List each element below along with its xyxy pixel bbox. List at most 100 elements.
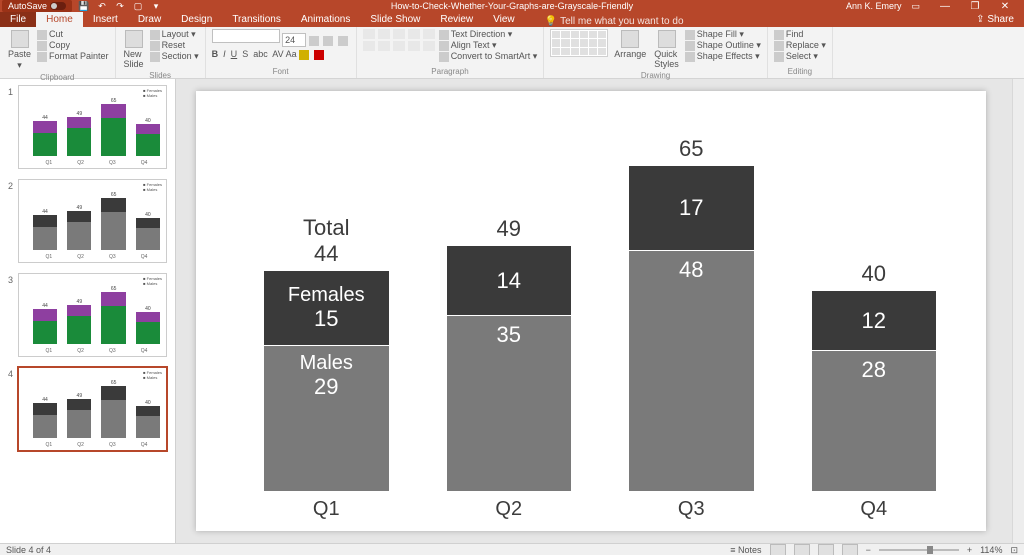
shadow-button[interactable]: abc xyxy=(253,49,268,59)
slide-thumbnail[interactable]: 144496540Q1Q2Q3Q4■ Females■ Males xyxy=(8,85,167,169)
copy-button[interactable]: Copy xyxy=(37,40,109,51)
format-painter-button[interactable]: Format Painter xyxy=(37,51,109,62)
quick-styles-button[interactable]: Quick Styles xyxy=(652,29,681,70)
user-name[interactable]: Ann K. Emery xyxy=(846,1,902,11)
fit-to-window-icon[interactable]: ⊡ xyxy=(1010,545,1018,555)
ribbon-options-icon[interactable]: ▭ xyxy=(911,1,920,12)
thumbnail-canvas[interactable]: 44496540Q1Q2Q3Q4■ Females■ Males xyxy=(18,273,167,357)
segment-females: 12 xyxy=(812,291,937,351)
tab-transitions[interactable]: Transitions xyxy=(222,12,291,27)
redo-icon[interactable]: ↷ xyxy=(114,1,126,12)
arrange-button[interactable]: Arrange xyxy=(612,29,648,60)
align-text-button[interactable]: Align Text ▾ xyxy=(439,40,538,51)
line-spacing-icon[interactable] xyxy=(423,29,435,39)
reset-button[interactable]: Reset xyxy=(150,40,199,51)
new-slide-button[interactable]: New Slide xyxy=(122,29,146,70)
section-button[interactable]: Section ▾ xyxy=(150,51,199,62)
maximize-icon[interactable]: ❐ xyxy=(960,1,990,12)
bullets-icon[interactable] xyxy=(363,29,375,39)
tab-file[interactable]: File xyxy=(0,12,36,27)
case-button[interactable]: Aa xyxy=(286,49,297,59)
select-button[interactable]: Select ▾ xyxy=(774,51,826,62)
align-right-icon[interactable] xyxy=(393,41,405,51)
shapes-gallery[interactable] xyxy=(550,29,608,57)
minimize-icon[interactable]: — xyxy=(930,1,960,12)
close-icon[interactable]: ✕ xyxy=(990,1,1020,12)
zoom-level[interactable]: 114% xyxy=(980,545,1002,555)
strike-button[interactable]: S xyxy=(242,49,248,59)
notes-button[interactable]: ≡ Notes xyxy=(730,545,761,555)
tab-review[interactable]: Review xyxy=(430,12,483,27)
spacing-button[interactable]: AV xyxy=(272,49,283,59)
tab-slideshow[interactable]: Slide Show xyxy=(360,12,430,27)
clear-format-icon[interactable] xyxy=(338,36,348,46)
smartart-button[interactable]: Convert to SmartArt ▾ xyxy=(439,51,538,62)
layout-button[interactable]: Layout ▾ xyxy=(150,29,199,40)
tab-animations[interactable]: Animations xyxy=(291,12,360,27)
segment-males: 48 xyxy=(629,251,754,491)
slide-editor[interactable]: Total44Females15Males2949143565174840122… xyxy=(176,79,1012,543)
save-icon[interactable]: 💾 xyxy=(78,1,90,12)
font-color-icon[interactable] xyxy=(314,50,324,60)
slide-counter[interactable]: Slide 4 of 4 xyxy=(6,545,51,555)
current-slide[interactable]: Total44Females15Males2949143565174840122… xyxy=(196,91,986,531)
ribbon-tabs: File Home Insert Draw Design Transitions… xyxy=(0,12,1024,27)
increase-indent-icon[interactable] xyxy=(408,29,420,39)
tab-insert[interactable]: Insert xyxy=(83,12,128,27)
highlight-icon[interactable] xyxy=(299,50,309,60)
cut-button[interactable]: Cut xyxy=(37,29,109,40)
title-bar: AutoSave 💾 ↶ ↷ ▢ ▾ How-to-Check-Whether-… xyxy=(0,0,1024,12)
font-size-select[interactable]: 24 xyxy=(282,33,306,47)
total-header-label: Total xyxy=(264,215,389,241)
undo-icon[interactable]: ↶ xyxy=(96,1,108,12)
autosave-toggle[interactable]: AutoSave xyxy=(2,0,72,12)
slideshow-view-icon[interactable] xyxy=(842,544,858,555)
thumbnail-canvas[interactable]: 44496540Q1Q2Q3Q4■ Females■ Males xyxy=(18,85,167,169)
slide-thumbnail[interactable]: 344496540Q1Q2Q3Q4■ Females■ Males xyxy=(8,273,167,357)
shape-outline-button[interactable]: Shape Outline ▾ xyxy=(685,40,761,51)
shape-fill-button[interactable]: Shape Fill ▾ xyxy=(685,29,761,40)
normal-view-icon[interactable] xyxy=(770,544,786,555)
decrease-indent-icon[interactable] xyxy=(393,29,405,39)
document-title: How-to-Check-Whether-Your-Graphs-are-Gra… xyxy=(391,1,633,11)
tell-me-search[interactable]: 💡 Tell me what you want to do xyxy=(545,16,684,27)
thumbnail-canvas[interactable]: 44496540Q1Q2Q3Q4■ Females■ Males xyxy=(18,367,167,451)
find-button[interactable]: Find xyxy=(774,29,826,40)
text-direction-button[interactable]: Text Direction ▾ xyxy=(439,29,538,40)
sorter-view-icon[interactable] xyxy=(794,544,810,555)
italic-button[interactable]: I xyxy=(223,49,226,59)
zoom-in-icon[interactable]: + xyxy=(967,545,972,555)
zoom-out-icon[interactable]: − xyxy=(866,545,871,555)
tab-home[interactable]: Home xyxy=(36,12,83,27)
vertical-scrollbar[interactable] xyxy=(1012,79,1024,543)
qat-more-icon[interactable]: ▾ xyxy=(150,1,162,12)
quick-access-toolbar: 💾 ↶ ↷ ▢ ▾ xyxy=(78,1,162,12)
bold-button[interactable]: B xyxy=(212,49,219,59)
tab-view[interactable]: View xyxy=(483,12,525,27)
bar-stack: 1748 xyxy=(629,166,754,491)
slide-thumbnail[interactable]: 244496540Q1Q2Q3Q4■ Females■ Males xyxy=(8,179,167,263)
justify-icon[interactable] xyxy=(408,41,420,51)
zoom-slider[interactable] xyxy=(879,549,959,551)
shape-effects-button[interactable]: Shape Effects ▾ xyxy=(685,51,761,62)
tab-draw[interactable]: Draw xyxy=(128,12,171,27)
start-slideshow-icon[interactable]: ▢ xyxy=(132,1,144,12)
align-left-icon[interactable] xyxy=(363,41,375,51)
slide-thumbnail[interactable]: 444496540Q1Q2Q3Q4■ Females■ Males xyxy=(8,367,167,451)
numbering-icon[interactable] xyxy=(378,29,390,39)
thumbnail-canvas[interactable]: 44496540Q1Q2Q3Q4■ Females■ Males xyxy=(18,179,167,263)
font-family-select[interactable] xyxy=(212,29,280,43)
replace-button[interactable]: Replace ▾ xyxy=(774,40,826,51)
columns-icon[interactable] xyxy=(423,41,435,51)
slide-thumbnail-panel[interactable]: 144496540Q1Q2Q3Q4■ Females■ Males2444965… xyxy=(0,79,176,543)
align-center-icon[interactable] xyxy=(378,41,390,51)
reading-view-icon[interactable] xyxy=(818,544,834,555)
tab-design[interactable]: Design xyxy=(171,12,222,27)
grow-font-icon[interactable] xyxy=(309,36,319,46)
shrink-font-icon[interactable] xyxy=(323,36,333,46)
underline-button[interactable]: U xyxy=(231,49,238,59)
thumbnail-number: 1 xyxy=(8,85,18,97)
ribbon: Paste▾ Cut Copy Format Painter Clipboard… xyxy=(0,27,1024,79)
share-button[interactable]: ⇪ Share xyxy=(966,12,1024,27)
paste-button[interactable]: Paste▾ xyxy=(6,29,33,72)
